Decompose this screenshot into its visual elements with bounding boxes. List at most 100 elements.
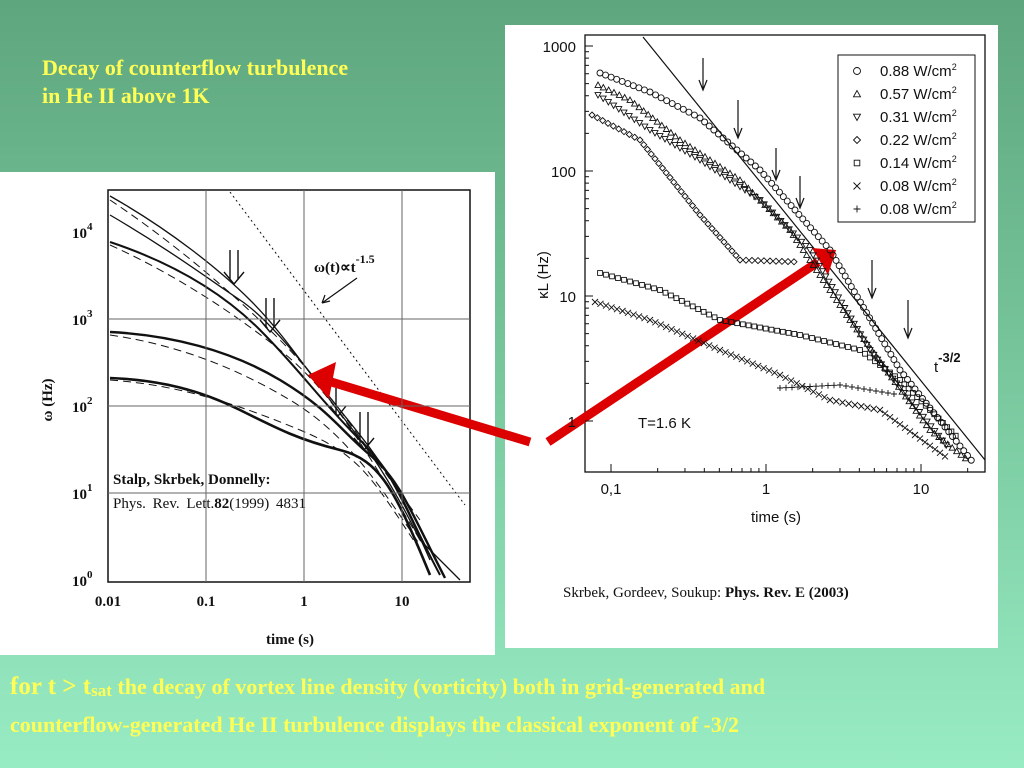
marker (728, 319, 735, 325)
marker (881, 410, 889, 417)
marker (717, 317, 723, 323)
marker (815, 391, 823, 398)
legend-label-part: 2 (952, 154, 957, 164)
marker (851, 401, 859, 409)
marker (921, 438, 929, 446)
marker (896, 420, 904, 428)
x-tick-label: 0.1 (197, 594, 216, 610)
marker (896, 366, 904, 374)
marker (816, 271, 824, 278)
marker (724, 138, 732, 146)
marker (825, 382, 831, 389)
slope-label-part: t (934, 359, 939, 376)
citation-part: 82 (214, 496, 229, 512)
marker (738, 355, 746, 363)
marker (856, 298, 864, 306)
marker (689, 335, 697, 342)
marker (831, 382, 837, 389)
marker (761, 201, 769, 208)
marker (724, 242, 732, 251)
marker (652, 91, 660, 99)
marker (588, 111, 596, 119)
marker (782, 374, 789, 382)
y-tick-label-part: 1 (568, 414, 576, 431)
marker (934, 414, 941, 421)
marker (802, 242, 810, 250)
marker (821, 393, 828, 401)
marker (743, 358, 751, 365)
marker (764, 205, 773, 213)
marker (940, 420, 946, 426)
marker (799, 246, 808, 253)
marker (927, 423, 935, 431)
marker (609, 102, 618, 110)
marker (952, 447, 961, 455)
marker (756, 197, 764, 204)
marker (915, 390, 923, 398)
y-tick-label-part: 10 (559, 289, 576, 306)
marker (711, 159, 719, 167)
marker (905, 397, 913, 405)
x-axis-label-part: time (s) (751, 509, 801, 526)
marker (732, 251, 740, 260)
marker (866, 314, 874, 322)
legend-label-part: 0.88 W/cm (880, 63, 952, 80)
marker (690, 111, 698, 119)
marker (850, 288, 858, 296)
marker (762, 325, 769, 332)
marker (867, 387, 873, 393)
marker (821, 338, 827, 344)
marker (776, 371, 784, 379)
marker (916, 435, 924, 442)
marker (831, 289, 840, 297)
x-tick-label-part: 10 (395, 594, 410, 610)
marker (757, 324, 763, 331)
marker (941, 453, 949, 460)
marker (826, 286, 834, 293)
marker (787, 377, 795, 384)
x-tick-label-part: 1 (762, 481, 770, 498)
legend-label: 0.57 W/cm2 (880, 85, 957, 103)
marker (926, 442, 934, 450)
marker (667, 128, 675, 136)
marker (720, 238, 728, 246)
marker (722, 318, 729, 324)
marker (904, 376, 911, 383)
legend-label-part: 2 (952, 85, 957, 95)
marker (838, 267, 846, 275)
marker (922, 402, 929, 409)
marker (847, 315, 855, 323)
marker (745, 322, 752, 329)
marker (911, 431, 919, 439)
marker (850, 320, 858, 328)
legend-label-part: 0.22 W/cm (880, 132, 952, 149)
marker (809, 335, 815, 341)
marker (604, 86, 613, 93)
marker (840, 305, 849, 312)
marker (852, 89, 862, 98)
marker (711, 344, 718, 352)
marker (861, 386, 867, 392)
marker (754, 362, 762, 370)
marker (956, 442, 964, 450)
marker (844, 310, 852, 318)
marker (807, 383, 813, 390)
title-line: Decay of counterflow turbulence (42, 55, 349, 80)
marker (765, 367, 773, 374)
marker (837, 382, 843, 388)
marker (879, 389, 885, 395)
marker (814, 233, 822, 241)
marker (625, 113, 633, 120)
marker (701, 118, 709, 126)
marker (615, 91, 624, 98)
marker (773, 213, 782, 221)
marker (593, 114, 601, 122)
marker (832, 397, 840, 405)
marker (839, 306, 848, 313)
marker (942, 442, 950, 450)
marker (896, 385, 905, 393)
annotation-part: ω(t)∝t (314, 260, 356, 276)
marker (644, 110, 652, 118)
marker (827, 339, 833, 346)
